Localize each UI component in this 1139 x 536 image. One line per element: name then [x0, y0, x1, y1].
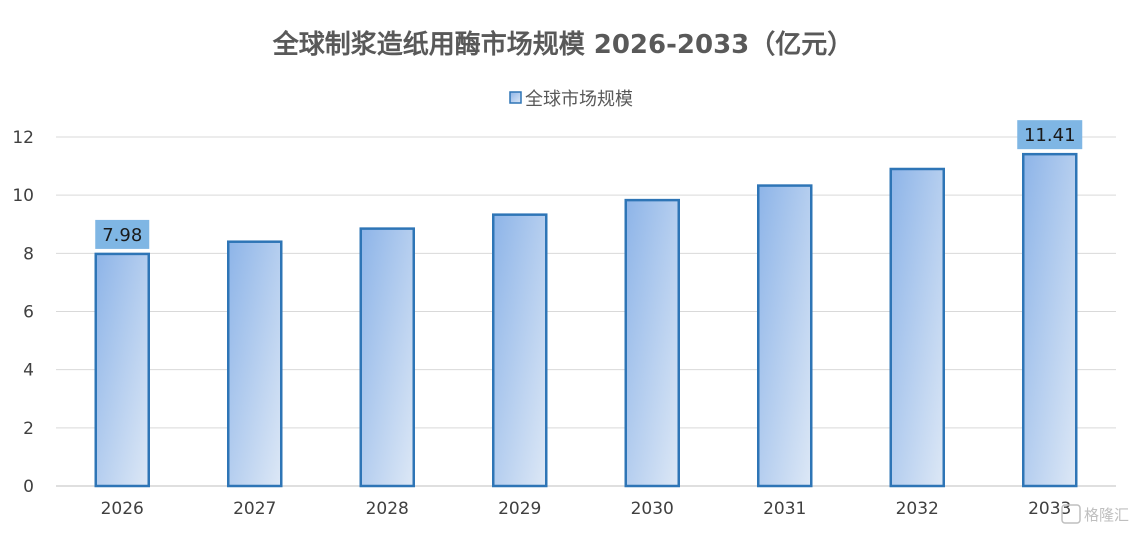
bar-2029 — [492, 213, 548, 488]
bar-2026 — [94, 252, 150, 488]
y-tick-label: 12 — [12, 128, 34, 148]
x-tick-label: 2029 — [498, 499, 541, 519]
x-tick-label: 2031 — [763, 499, 806, 519]
data-label-2033: 11.41 — [1017, 120, 1083, 150]
bar-2028 — [359, 227, 415, 488]
data-labels: 7.98 11.41 — [95, 120, 1083, 249]
bar-2033 — [1022, 152, 1078, 488]
x-tick-label: 2033 — [1028, 499, 1071, 519]
data-label-box — [95, 219, 150, 249]
x-tick-label: 2026 — [101, 499, 144, 519]
watermark-logo — [1061, 504, 1081, 524]
legend: 全球市场规模 — [509, 89, 633, 110]
data-label-2026: 7.98 — [95, 219, 150, 249]
data-label-text: 11.41 — [1024, 125, 1076, 146]
y-tick-label: 10 — [12, 186, 34, 206]
x-axis-ticks: 2026 2027 2028 2029 2030 2031 2032 2033 — [101, 499, 1072, 519]
y-tick-label: 6 — [23, 303, 34, 323]
legend-swatch — [509, 91, 522, 104]
y-tick-label: 2 — [23, 419, 34, 439]
x-tick-label: 2032 — [896, 499, 939, 519]
watermark: 格隆汇 — [1061, 504, 1129, 524]
data-label-text: 7.98 — [102, 225, 142, 246]
chart-title: 全球制浆造纸用酶市场规模 2026-2033（亿元） — [272, 29, 854, 60]
watermark-text: 格隆汇 — [1084, 506, 1129, 524]
bar-2031 — [757, 184, 813, 488]
y-tick-label: 0 — [23, 477, 34, 497]
bar-2030 — [624, 198, 680, 488]
x-tick-label: 2027 — [233, 499, 276, 519]
bars — [94, 152, 1078, 488]
y-axis-ticks: 0 2 4 6 8 10 12 — [12, 128, 34, 497]
gridlines — [56, 136, 1116, 487]
legend-label: 全球市场规模 — [525, 89, 633, 110]
x-tick-label: 2030 — [631, 499, 674, 519]
y-tick-label: 4 — [23, 361, 34, 381]
data-label-box — [1017, 120, 1083, 150]
bar-2032 — [889, 167, 945, 488]
x-tick-label: 2028 — [366, 499, 409, 519]
y-tick-label: 8 — [23, 244, 34, 264]
bar-2027 — [227, 240, 283, 488]
